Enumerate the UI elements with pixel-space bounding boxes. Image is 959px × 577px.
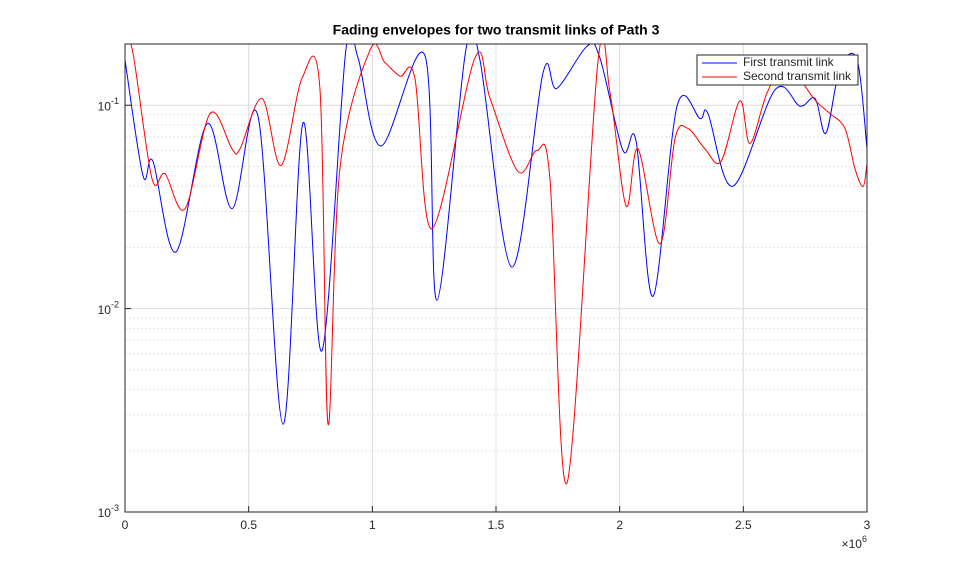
legend-label: Second transmit link <box>743 69 852 83</box>
x-tick-label: 1.5 <box>488 518 505 532</box>
x-tick-label: 0 <box>122 518 129 532</box>
legend-label: First transmit link <box>743 55 835 69</box>
plot-border <box>124 43 868 513</box>
x-multiplier: ×106 <box>842 534 867 551</box>
x-tick-label: 3 <box>864 518 871 532</box>
x-tick-label: 1 <box>369 518 376 532</box>
chart-title: Fading envelopes for two transmit links … <box>333 22 660 38</box>
series-line <box>125 44 867 425</box>
x-tick-label: 2.5 <box>735 518 752 532</box>
legend-box <box>696 54 859 86</box>
x-tick-label: 2 <box>616 518 623 532</box>
series-line <box>130 44 867 485</box>
x-tick-label: 0.5 <box>240 518 257 532</box>
